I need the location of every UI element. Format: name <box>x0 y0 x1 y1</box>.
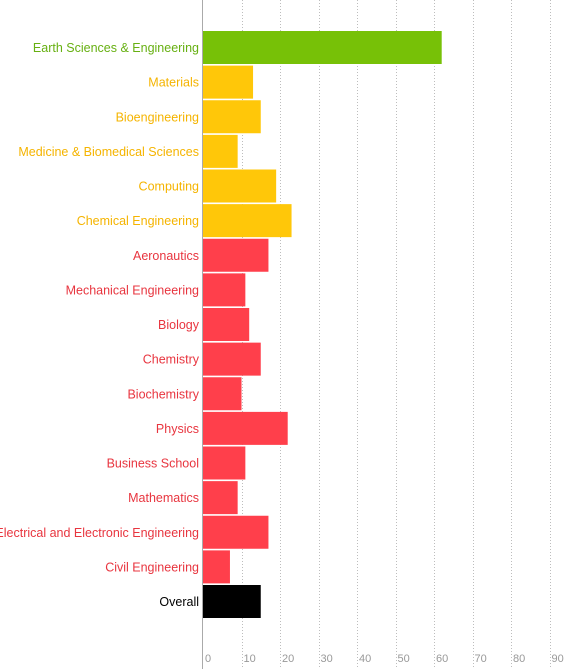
bar-earth-sciences-and-engineering <box>203 31 442 64</box>
category-label-mathematics: Mathematics <box>128 491 199 505</box>
x-tick-label-0: 0 <box>205 653 211 665</box>
category-label-earth-sciences-and-engineering: Earth Sciences & Engineering <box>33 41 199 55</box>
x-tick-label-20: 20 <box>282 653 294 665</box>
x-tick-label-30: 30 <box>321 653 333 665</box>
x-tick-label-90: 90 <box>552 653 564 665</box>
category-label-medicine-and-biomedical-sciences: Medicine & Biomedical Sciences <box>18 145 199 159</box>
category-label-materials: Materials <box>148 76 199 90</box>
category-label-business-school: Business School <box>107 457 199 471</box>
bar-business-school <box>203 446 246 480</box>
category-label-bioengineering: Bioengineering <box>116 110 199 124</box>
bar-aeronautics <box>203 238 269 272</box>
category-label-computing: Computing <box>139 180 199 194</box>
bar-mathematics <box>203 481 238 515</box>
x-tick-label-50: 50 <box>398 653 410 665</box>
category-label-biochemistry: Biochemistry <box>127 387 199 401</box>
bar-computing <box>203 169 277 203</box>
grid-lines <box>242 0 551 669</box>
bar-bioengineering <box>203 100 261 134</box>
bar-physics <box>203 411 288 445</box>
bar-chemical-engineering <box>203 204 292 238</box>
bar-biochemistry <box>203 377 242 411</box>
bar-electrical-and-electronic-engineering <box>203 515 269 549</box>
x-tick-label-80: 80 <box>513 653 525 665</box>
bar-chemistry <box>203 342 261 376</box>
category-label-physics: Physics <box>156 422 199 436</box>
x-tick-label-70: 70 <box>475 653 487 665</box>
category-label-aeronautics: Aeronautics <box>133 249 199 263</box>
category-label-civil-engineering: Civil Engineering <box>105 560 199 574</box>
bar-civil-engineering <box>203 550 230 584</box>
category-label-mechanical-engineering: Mechanical Engineering <box>66 283 199 297</box>
x-tick-label-10: 10 <box>244 653 256 665</box>
category-label-chemistry: Chemistry <box>143 353 200 367</box>
category-label-chemical-engineering: Chemical Engineering <box>77 214 199 228</box>
bar-materials <box>203 65 254 99</box>
bars <box>203 31 442 618</box>
category-label-biology: Biology <box>158 318 200 332</box>
bar-medicine-and-biomedical-sciences <box>203 134 238 168</box>
x-tick-label-60: 60 <box>436 653 448 665</box>
category-label-electrical-and-electronic-engineering: Electrical and Electronic Engineering <box>0 526 199 540</box>
x-tick-label-40: 40 <box>359 653 371 665</box>
bar-mechanical-engineering <box>203 273 246 307</box>
category-label-overall: Overall <box>159 595 199 609</box>
category-labels: Earth Sciences & Engineering Materials Bio… <box>0 41 200 609</box>
bar-overall <box>203 585 261 618</box>
bar-biology <box>203 308 250 341</box>
x-axis-ticks: 0 10 20 30 40 50 60 70 80 90 <box>205 653 564 665</box>
